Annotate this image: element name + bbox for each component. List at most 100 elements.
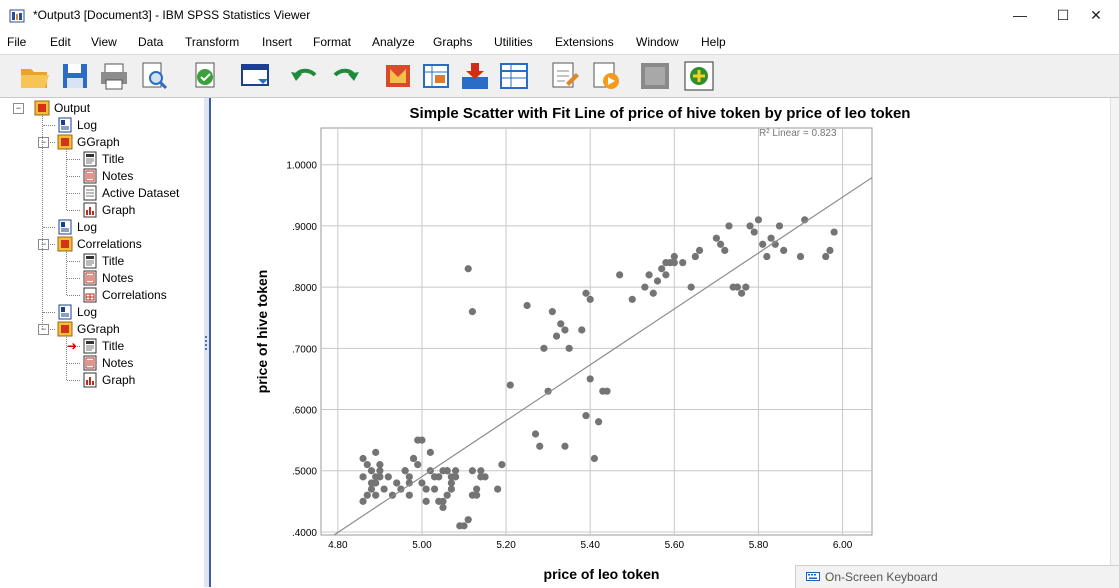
run-script-button[interactable] (589, 59, 623, 93)
data-point (506, 381, 514, 389)
data-point (746, 222, 754, 230)
minimize-button[interactable]: — (1013, 7, 1027, 23)
output-icon (641, 63, 669, 89)
data-point (826, 246, 834, 255)
menu-extensions[interactable]: Extensions (555, 35, 614, 49)
open-button[interactable] (17, 59, 51, 93)
menu-utilities[interactable]: Utilities (494, 35, 533, 49)
undo-button[interactable] (287, 59, 321, 93)
data-point (595, 418, 603, 426)
data-point (561, 442, 569, 450)
menu-format[interactable]: Format (313, 35, 352, 49)
tree-label: Active Dataset (102, 186, 180, 200)
create-new-icon (684, 61, 714, 91)
menu-graphs[interactable]: Graphs (433, 35, 473, 49)
menu-data[interactable]: Data (138, 35, 164, 49)
data-point (691, 252, 699, 261)
tree-connector (43, 142, 55, 143)
data-point (712, 234, 720, 242)
data-point (645, 271, 653, 279)
data-point (552, 332, 561, 340)
tree-connector (67, 380, 80, 381)
print-preview-button[interactable] (137, 59, 171, 93)
goto-data-button[interactable] (381, 59, 415, 93)
export-button[interactable] (188, 59, 222, 93)
data-point (582, 412, 590, 420)
insert-variable-button[interactable] (458, 59, 492, 93)
data-point (670, 259, 678, 267)
tree-connector (43, 227, 55, 228)
data-point (414, 461, 422, 469)
data-point (477, 467, 485, 475)
data-point (540, 344, 548, 352)
recall-dialog-button[interactable] (238, 59, 272, 93)
goto-case-button[interactable] (419, 59, 453, 93)
keyboard-icon (806, 572, 820, 581)
menu-analyze[interactable]: Analyze (372, 35, 415, 49)
data-point (409, 454, 418, 463)
tree-label: Log (77, 305, 98, 319)
y-tick-label: .4000 (292, 528, 317, 539)
output-button[interactable] (638, 59, 672, 93)
save-button[interactable] (58, 59, 92, 93)
tree-label: Output (54, 101, 91, 115)
data-point (367, 485, 376, 493)
tree-label: Title (102, 339, 125, 353)
variables-button[interactable] (497, 59, 531, 93)
y-tick-label: .9000 (292, 222, 317, 233)
data-point (830, 228, 838, 236)
tree-connector (67, 176, 80, 177)
scatter-chart[interactable]: 4.80 5.00 5.20 5.40 5.60 5.80 6.00 .4000 .5000 .6… (211, 98, 1109, 587)
vertical-scrollbar[interactable] (1110, 98, 1119, 565)
plot-area (320, 127, 873, 536)
menu-transform[interactable]: Transform (185, 35, 240, 49)
data-point (422, 485, 430, 493)
create-new-button[interactable] (682, 59, 716, 93)
title-icon (83, 151, 97, 167)
menu-edit[interactable]: Edit (50, 35, 71, 49)
collapse-toggle[interactable]: − (13, 103, 24, 114)
redo-button[interactable] (329, 59, 363, 93)
menu-help[interactable]: Help (701, 35, 726, 49)
splitter-grip[interactable] (205, 336, 209, 350)
data-point (405, 491, 413, 499)
menu-window[interactable]: Window (636, 35, 679, 49)
y-tick-label: .6000 (292, 406, 317, 417)
menu-view[interactable]: View (91, 35, 117, 49)
data-point (586, 295, 594, 303)
notes-icon (83, 270, 97, 286)
close-button[interactable]: ✕ (1090, 7, 1102, 23)
data-point (464, 265, 472, 273)
insert-variable-icon (462, 63, 488, 89)
collapse-toggle[interactable]: − (38, 239, 49, 250)
tree-connector (67, 363, 80, 364)
tree-connector (67, 295, 80, 296)
pane-splitter[interactable] (204, 98, 209, 587)
collapse-toggle[interactable]: − (38, 324, 49, 335)
menu-file[interactable]: File (7, 35, 27, 49)
save-icon (63, 64, 87, 88)
outline-pane[interactable]: − Output Log − GGraph Title Notes Active Datase… (0, 98, 205, 587)
menu-insert[interactable]: Insert (262, 35, 293, 49)
data-point (451, 467, 460, 475)
data-point (775, 222, 784, 230)
collapse-toggle[interactable]: − (38, 137, 49, 148)
print-button[interactable] (97, 59, 131, 93)
data-point (376, 473, 384, 481)
data-point (721, 246, 729, 255)
data-point (767, 234, 775, 242)
tree-label: Title (102, 254, 125, 268)
tree-connector (67, 278, 80, 279)
data-point (653, 277, 662, 285)
data-point (523, 301, 531, 310)
data-point (759, 240, 767, 248)
on-screen-keyboard-bar[interactable]: On-Screen Keyboard (795, 565, 1119, 588)
data-point (531, 430, 540, 438)
goto-data-icon (386, 65, 410, 87)
designate-window-button[interactable] (548, 59, 582, 93)
tree-connector (43, 125, 55, 126)
log-icon (58, 117, 72, 133)
data-point (363, 461, 371, 469)
undo-icon (291, 68, 317, 81)
maximize-button[interactable]: ☐ (1056, 7, 1070, 23)
